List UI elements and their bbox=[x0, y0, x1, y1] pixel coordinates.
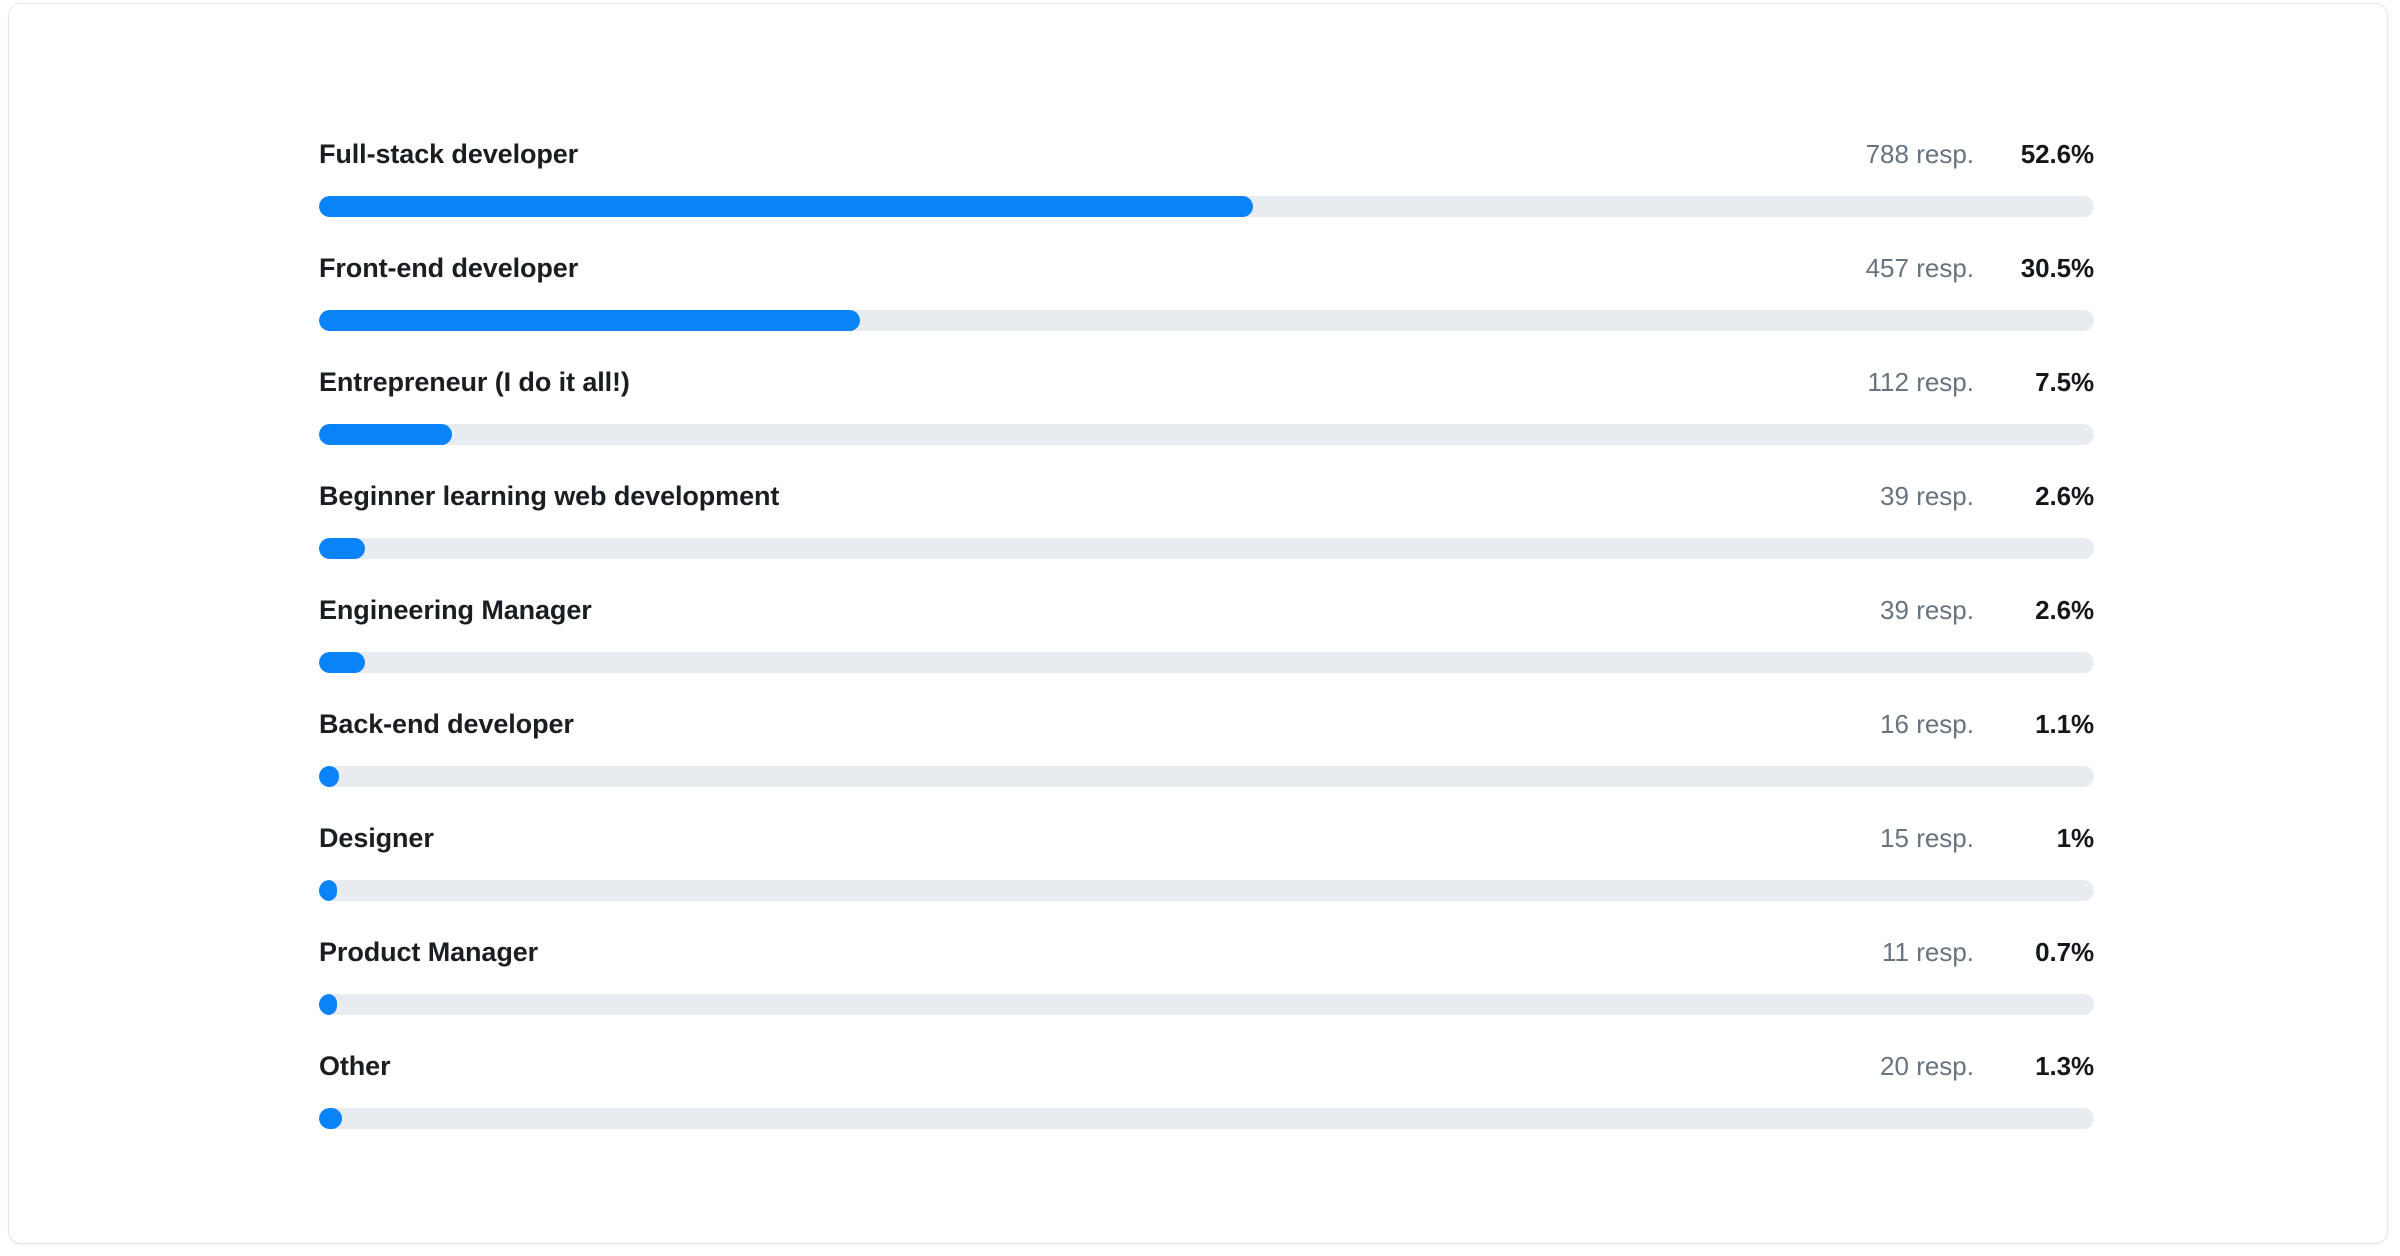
response-count: 16 resp. bbox=[1880, 709, 1974, 739]
percentage-value: 52.6% bbox=[2020, 139, 2094, 169]
option-label: Back-end developer bbox=[319, 709, 574, 739]
response-count: 15 resp. bbox=[1880, 823, 1974, 853]
progress-bar-track bbox=[319, 196, 2094, 217]
option-label: Front-end developer bbox=[319, 253, 579, 283]
result-row-header: Other 20 resp. 1.3% bbox=[319, 1044, 2094, 1088]
response-count: 39 resp. bbox=[1880, 481, 1974, 511]
result-row-1[interactable]: Front-end developer 457 resp. 30.5% bbox=[319, 246, 2094, 360]
result-row-6[interactable]: Designer 15 resp. 1% bbox=[319, 816, 2094, 930]
result-row-header: Front-end developer 457 resp. 30.5% bbox=[319, 246, 2094, 290]
response-count: 20 resp. bbox=[1880, 1051, 1974, 1081]
result-row-8[interactable]: Other 20 resp. 1.3% bbox=[319, 1044, 2094, 1158]
progress-bar-fill bbox=[319, 424, 453, 445]
progress-bar-fill bbox=[319, 1108, 343, 1129]
result-row-header: Designer 15 resp. 1% bbox=[319, 816, 2094, 860]
option-label: Product Manager bbox=[319, 937, 539, 967]
progress-bar-track bbox=[319, 766, 2094, 787]
result-row-metrics: 11 resp. 0.7% bbox=[1784, 935, 2094, 969]
progress-bar-fill bbox=[319, 880, 337, 901]
option-label: Designer bbox=[319, 823, 434, 853]
response-count: 112 resp. bbox=[1867, 367, 1974, 397]
progress-bar-track bbox=[319, 310, 2094, 331]
progress-bar-track bbox=[319, 1108, 2094, 1129]
result-row-7[interactable]: Product Manager 11 resp. 0.7% bbox=[319, 930, 2094, 1044]
result-row-header: Product Manager 11 resp. 0.7% bbox=[319, 930, 2094, 974]
result-row-metrics: 457 resp. 30.5% bbox=[1784, 251, 2095, 285]
result-row-metrics: 39 resp. 2.6% bbox=[1784, 593, 2094, 627]
percentage-value: 2.6% bbox=[2035, 481, 2094, 511]
result-row-header: Full-stack developer 788 resp. 52.6% bbox=[319, 132, 2094, 176]
result-row-4[interactable]: Engineering Manager 39 resp. 2.6% bbox=[319, 588, 2094, 702]
response-count: 788 resp. bbox=[1865, 139, 1974, 169]
percentage-value: 1% bbox=[2056, 823, 2094, 853]
result-row-5[interactable]: Back-end developer 16 resp. 1.1% bbox=[319, 702, 2094, 816]
result-row-metrics: 15 resp. 1% bbox=[1784, 821, 2094, 855]
response-count: 11 resp. bbox=[1881, 937, 1974, 967]
result-row-header: Entrepreneur (I do it all!) 112 resp. 7.… bbox=[319, 360, 2094, 404]
progress-bar-track bbox=[319, 538, 2094, 559]
option-label: Full-stack developer bbox=[319, 139, 579, 169]
result-row-metrics: 112 resp. 7.5% bbox=[1784, 365, 2095, 399]
percentage-value: 2.6% bbox=[2035, 595, 2094, 625]
progress-bar-track bbox=[319, 880, 2094, 901]
option-label: Engineering Manager bbox=[319, 595, 592, 625]
results-list: Full-stack developer 788 resp. 52.6% Fro… bbox=[319, 132, 2094, 1158]
result-row-header: Beginner learning web development 39 res… bbox=[319, 474, 2094, 518]
progress-bar-fill bbox=[319, 994, 337, 1015]
progress-bar-track bbox=[319, 652, 2094, 673]
progress-bar-fill bbox=[319, 196, 1253, 217]
progress-bar-track bbox=[319, 994, 2094, 1015]
result-row-3[interactable]: Beginner learning web development 39 res… bbox=[319, 474, 2094, 588]
result-row-header: Engineering Manager 39 resp. 2.6% bbox=[319, 588, 2094, 632]
option-label: Other bbox=[319, 1051, 391, 1081]
survey-results-card: Full-stack developer 788 resp. 52.6% Fro… bbox=[8, 3, 2388, 1244]
response-count: 457 resp. bbox=[1865, 253, 1974, 283]
result-row-metrics: 39 resp. 2.6% bbox=[1784, 479, 2094, 513]
option-label: Entrepreneur (I do it all!) bbox=[319, 367, 630, 397]
result-row-metrics: 20 resp. 1.3% bbox=[1784, 1049, 2094, 1083]
percentage-value: 1.1% bbox=[2035, 709, 2094, 739]
percentage-value: 0.7% bbox=[2035, 937, 2094, 967]
response-count: 39 resp. bbox=[1880, 595, 1974, 625]
progress-bar-fill bbox=[319, 766, 339, 787]
percentage-value: 30.5% bbox=[2020, 253, 2094, 283]
percentage-value: 7.5% bbox=[2035, 367, 2094, 397]
result-row-metrics: 16 resp. 1.1% bbox=[1784, 707, 2094, 741]
progress-bar-fill bbox=[319, 538, 366, 559]
result-row-header: Back-end developer 16 resp. 1.1% bbox=[319, 702, 2094, 746]
percentage-value: 1.3% bbox=[2035, 1051, 2094, 1081]
progress-bar-fill bbox=[319, 652, 366, 673]
result-row-0[interactable]: Full-stack developer 788 resp. 52.6% bbox=[319, 132, 2094, 246]
result-row-metrics: 788 resp. 52.6% bbox=[1784, 137, 2095, 171]
progress-bar-fill bbox=[319, 310, 861, 331]
option-label: Beginner learning web development bbox=[319, 481, 780, 511]
result-row-2[interactable]: Entrepreneur (I do it all!) 112 resp. 7.… bbox=[319, 360, 2094, 474]
progress-bar-track bbox=[319, 424, 2094, 445]
